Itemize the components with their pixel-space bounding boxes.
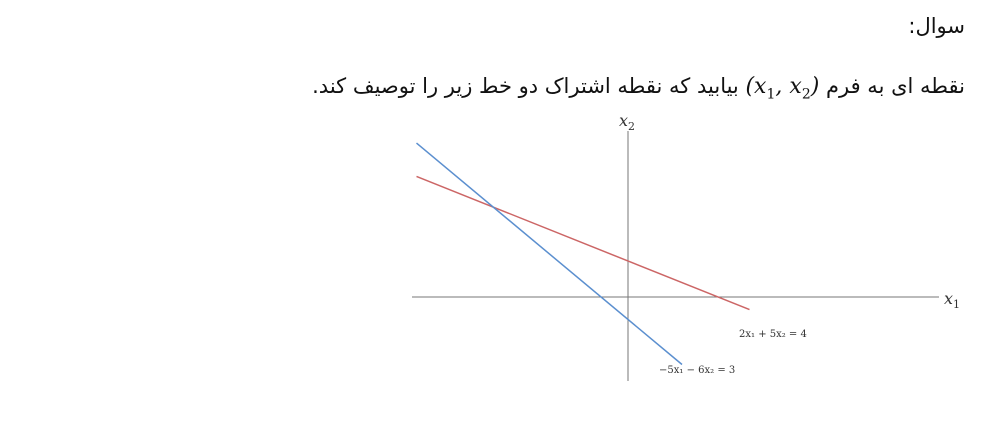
axes: x1 x2 [412,111,960,381]
x2-axis-label: x2 [619,111,635,133]
point-notation: (x1, x2) [745,74,820,103]
x1-axis-label: x1 [944,289,960,311]
red-line-equation-label: 2x₁ + 5x₂ = 4 [739,329,807,340]
question-text: نقطه ای به فرم (x1, x2) بیابید که نقطه ا… [312,74,965,102]
series-lines [416,142,750,366]
question-text-after: بیابید که نقطه اشتراک دو خط زیر را توصیف… [312,74,746,98]
blue-line-equation-label: −5x₁ − 6x₂ = 3 [659,365,735,376]
question-heading: سوال: [908,14,965,38]
blue-line-minus5x1-minus-6x2 [416,142,683,366]
red-line-2x1-plus-5x2 [416,175,750,311]
question-text-before: نقطه ای به فرم [819,74,965,98]
equation-labels: 2x₁ + 5x₂ = 4 −5x₁ − 6x₂ = 3 [659,329,807,376]
